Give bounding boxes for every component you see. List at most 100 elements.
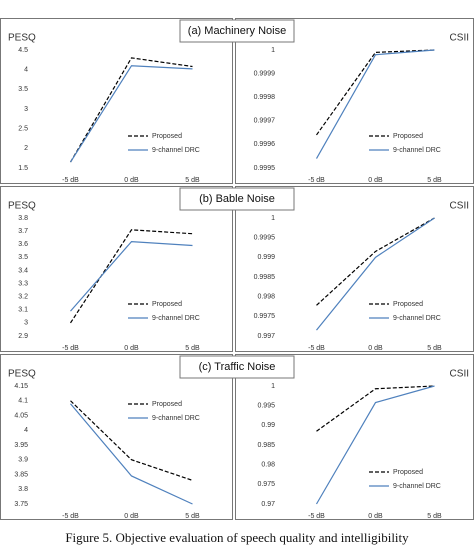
title-banner [179,19,295,43]
y-tick-label: 0.995 [257,403,275,410]
y-tick-label: 0.9999 [254,70,276,77]
title-banner [179,187,295,211]
panel-frame [0,354,233,520]
y-tick-label: 4 [24,67,28,74]
legend-label: Proposed [152,401,182,408]
series-line [70,240,193,312]
y-tick-label: 4.5 [18,47,28,54]
y-tick-label: 3.85 [14,471,28,478]
y-tick-label: 2 [24,145,28,152]
y-tick-label: 3.8 [18,486,28,493]
series-line [70,403,193,505]
y-tick-label: 0.9998 [254,94,276,101]
series-line [316,217,435,331]
x-tick-label: -5 dB [308,513,325,520]
y-axis-label: PESQ [8,33,36,44]
panel-title: (b) Bable Noise [199,193,275,205]
y-tick-label: 2.5 [18,126,28,133]
y-tick-label: 3.7 [18,228,28,235]
x-tick-label: -5 dB [308,345,325,352]
panel-frame [0,186,233,352]
y-tick-label: 1.5 [18,165,28,172]
panel-frame [235,186,474,352]
y-tick-label: 0.998 [257,294,275,301]
series-line [69,229,193,324]
y-axis-label: CSII [450,33,469,44]
y-axis-label: CSII [450,369,469,380]
x-tick-label: 0 dB [124,345,139,352]
y-tick-label: 1 [271,215,275,222]
y-tick-label: 2.9 [18,333,28,340]
series-line [316,49,435,136]
y-tick-label: 0.997 [257,333,275,340]
panel-frame [0,18,233,184]
y-tick-label: 3.9 [18,457,28,464]
x-tick-label: 5 dB [427,345,442,352]
legend-label: 9-channel DRC [152,415,200,422]
x-tick-label: 0 dB [124,513,139,520]
y-tick-label: 0.975 [257,481,275,488]
x-tick-label: 5 dB [427,513,442,520]
y-tick-label: 3.5 [18,254,28,261]
legend-label: Proposed [393,469,423,476]
legend-label: Proposed [393,301,423,308]
panel-title: (a) Machinery Noise [188,25,286,37]
legend-label: 9-channel DRC [393,483,441,490]
y-tick-label: 4.05 [14,412,28,419]
x-tick-label: -5 dB [62,177,79,184]
legend-label: Proposed [393,133,423,140]
y-tick-label: 0.985 [257,442,275,449]
y-tick-label: 0.9985 [254,274,276,281]
y-tick-label: 3.5 [18,86,28,93]
y-tick-label: 3.8 [18,215,28,222]
y-axis-label: PESQ [8,369,36,380]
title-banner [179,355,295,379]
legend-label: 9-channel DRC [152,147,200,154]
legend-label: 9-channel DRC [152,315,200,322]
y-tick-label: 0.9997 [254,118,276,125]
legend-label: Proposed [152,301,182,308]
y-tick-label: 0.9996 [254,141,276,148]
y-tick-label: 3.1 [18,307,28,314]
x-tick-label: -5 dB [62,513,79,520]
y-tick-label: 3.4 [18,267,28,274]
y-tick-label: 0.98 [261,462,275,469]
y-tick-label: 0.9975 [254,313,276,320]
x-tick-label: 5 dB [185,177,200,184]
series-line [316,217,435,306]
y-tick-label: 3.95 [14,442,28,449]
x-tick-label: 0 dB [368,177,383,184]
y-tick-label: 1 [271,383,275,390]
y-tick-label: 3.3 [18,280,28,287]
y-tick-label: 0.999 [257,254,275,261]
x-tick-label: 5 dB [185,513,200,520]
y-tick-label: 4.15 [14,383,28,390]
x-tick-label: 0 dB [368,345,383,352]
y-tick-label: 3.6 [18,241,28,248]
y-tick-label: 0.9995 [254,235,276,242]
y-tick-label: 3.75 [14,501,28,508]
y-tick-label: 0.9995 [254,165,276,172]
y-tick-label: 4.1 [18,398,28,405]
y-tick-label: 3 [24,320,28,327]
panel-title: (c) Traffic Noise [199,361,276,373]
caption: Figure 5. Objective evaluation of speech… [65,530,409,545]
x-tick-label: 5 dB [185,345,200,352]
legend-label: 9-channel DRC [393,147,441,154]
legend-label: 9-channel DRC [393,315,441,322]
y-tick-label: 3 [24,106,28,113]
series-line [69,65,193,163]
x-tick-label: -5 dB [308,177,325,184]
x-tick-label: -5 dB [62,345,79,352]
x-tick-label: 0 dB [368,513,383,520]
series-line [315,49,435,159]
y-axis-label: CSII [450,201,469,212]
series-line [315,385,435,505]
x-tick-label: 0 dB [124,177,139,184]
panel-frame [235,354,474,520]
legend-label: Proposed [152,133,182,140]
y-tick-label: 0.99 [261,422,275,429]
series-line [316,385,435,432]
series-line [69,57,193,163]
